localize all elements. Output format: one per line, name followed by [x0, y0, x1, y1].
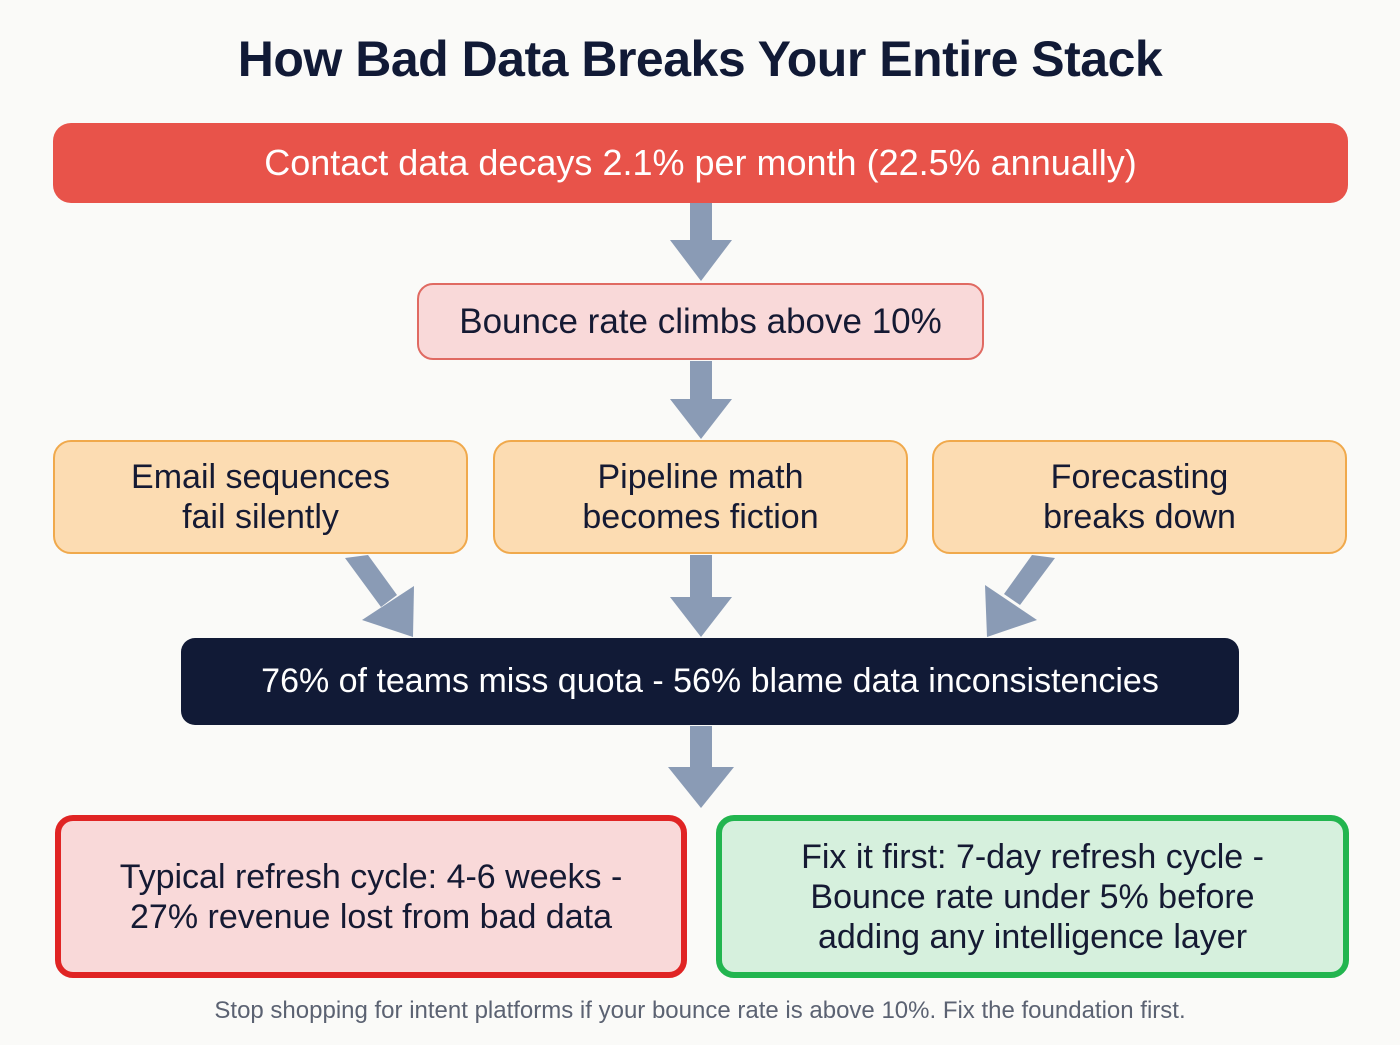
effect-line: breaks down	[1043, 498, 1236, 536]
outcome-line: Bounce rate under 5% before	[810, 877, 1255, 916]
outcome-line: adding any intelligence layer	[817, 917, 1248, 956]
outcome-line: 27% revenue lost from bad data	[130, 897, 612, 936]
outcome-line: Fix it first: 7-day refresh cycle -	[801, 837, 1264, 876]
arrow-diagonal-icon	[985, 555, 1055, 637]
effect-line: fail silently	[182, 498, 339, 536]
arrow-down-icon	[668, 726, 734, 808]
effect-line: Pipeline math	[597, 458, 804, 496]
bad-outcome-node: Typical refresh cycle: 4-6 weeks - 27% r…	[55, 815, 687, 978]
page-title: How Bad Data Breaks Your Entire Stack	[237, 31, 1163, 87]
arrow-down-icon	[670, 555, 732, 637]
good-outcome-node: Fix it first: 7-day refresh cycle - Boun…	[716, 815, 1349, 978]
bounce-rate-label: Bounce rate climbs above 10%	[459, 301, 942, 341]
arrow-diagonal-icon	[345, 555, 414, 637]
effect-line: becomes fiction	[582, 498, 819, 536]
effect-node-pipeline: Pipeline math becomes fiction	[493, 440, 908, 554]
footer-note: Stop shopping for intent platforms if yo…	[214, 997, 1186, 1024]
outcome-line: Typical refresh cycle: 4-6 weeks -	[119, 857, 623, 896]
source-node-label: Contact data decays 2.1% per month (22.5…	[264, 142, 1137, 183]
bounce-rate-node: Bounce rate climbs above 10%	[417, 283, 984, 360]
arrow-down-icon	[670, 361, 732, 439]
effect-node-forecasting: Forecasting breaks down	[932, 440, 1347, 554]
arrow-down-icon	[670, 203, 732, 281]
effect-line: Forecasting	[1050, 458, 1229, 496]
effect-line: Email sequences	[131, 458, 390, 496]
result-label: 76% of teams miss quota - 56% blame data…	[261, 662, 1159, 700]
result-node: 76% of teams miss quota - 56% blame data…	[181, 638, 1239, 725]
effect-node-email: Email sequences fail silently	[53, 440, 468, 554]
source-node: Contact data decays 2.1% per month (22.5…	[53, 123, 1348, 203]
